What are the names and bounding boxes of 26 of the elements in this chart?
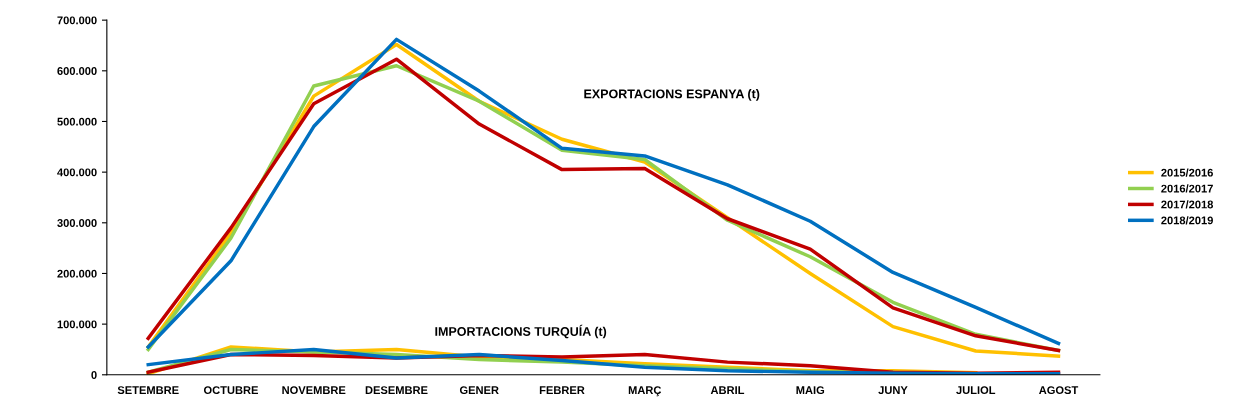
- y-tick-label: 100.000: [57, 320, 97, 329]
- y-tick-label: 500.000: [57, 117, 97, 126]
- y-tick-label: 300.000: [57, 219, 97, 227]
- annotation: EXPORTACIONS ESPANYA (t): [584, 89, 760, 101]
- legend-label: 2015/2016: [1161, 168, 1213, 177]
- x-tick-label: MARÇ: [628, 386, 662, 397]
- legend-label: 2018/2019: [1161, 216, 1213, 225]
- x-tick-label: JULIOL: [956, 386, 996, 395]
- y-tick-label: 400.000: [57, 168, 97, 177]
- x-tick-label: MAIG: [796, 386, 825, 395]
- x-tick-label: JUNY: [878, 386, 908, 395]
- legend-label: 2016/2017: [1161, 184, 1213, 193]
- legend-label: 2017/2018: [1161, 200, 1214, 209]
- y-tick-label: 0: [91, 371, 97, 379]
- x-tick-label: DESEMBRE: [365, 386, 428, 395]
- annotation: IMPORTACIONS TURQUÍA (t): [435, 324, 607, 339]
- x-tick-label: ABRIL: [710, 386, 745, 394]
- x-tick-label: AGOST: [1039, 386, 1079, 395]
- x-tick-label: GENER: [459, 386, 499, 395]
- y-tick-label: 600.000: [57, 67, 97, 75]
- x-tick-label: FEBRER: [539, 386, 585, 394]
- x-tick-label: SETEMBRE: [117, 386, 179, 395]
- y-tick-label: 700.000: [57, 16, 97, 25]
- y-tick-label: 200.000: [57, 269, 97, 278]
- x-tick-label: OCTUBRE: [203, 386, 259, 395]
- x-tick-label: NOVEMBRE: [282, 386, 346, 395]
